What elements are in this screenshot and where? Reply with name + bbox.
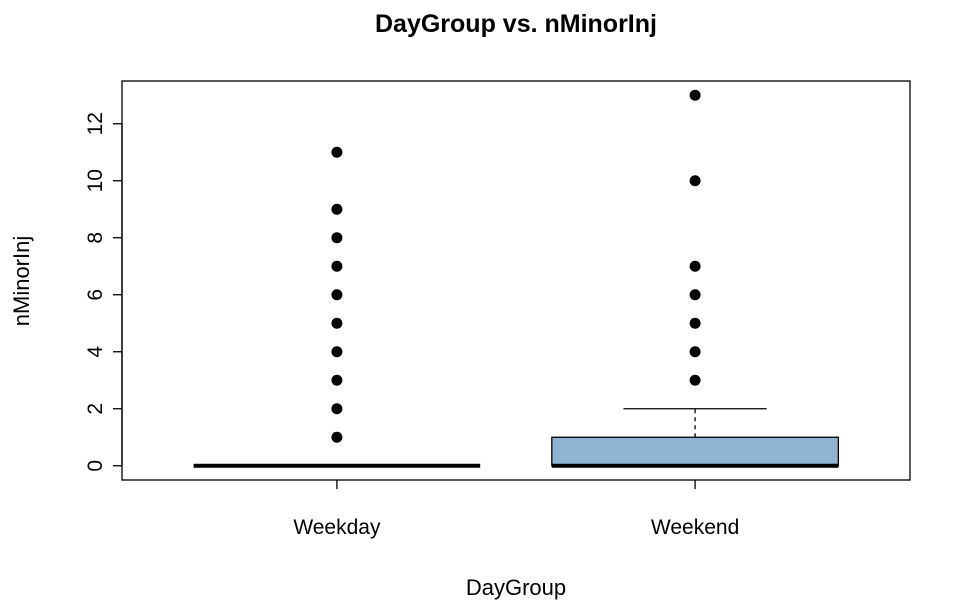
outlier-point xyxy=(689,346,701,358)
outlier-point xyxy=(331,146,343,158)
x-tick-label: Weekday xyxy=(293,516,381,539)
plot-frame xyxy=(121,80,911,481)
y-tick-label: 6 xyxy=(84,289,107,301)
outlier-point xyxy=(331,203,343,215)
outlier-point xyxy=(331,403,343,415)
y-tick-label: 10 xyxy=(84,169,107,192)
outlier-point xyxy=(689,89,701,101)
box-weekday xyxy=(193,146,481,468)
outlier-point xyxy=(331,289,343,301)
y-axis-label: nMinorInj xyxy=(9,236,34,326)
outlier-point xyxy=(331,431,343,443)
outlier-point xyxy=(331,232,343,244)
y-tick-label: 4 xyxy=(84,346,107,358)
outlier-point xyxy=(331,346,343,358)
box-series xyxy=(193,89,840,468)
outlier-point xyxy=(689,374,701,386)
x-tick-label: Weekend xyxy=(651,516,739,539)
y-axis: 0 2 4 6 8 10 12 xyxy=(84,112,123,472)
outlier-point xyxy=(689,260,701,272)
y-tick-label: 12 xyxy=(84,112,107,135)
chart-title: DayGroup vs. nMinorInj xyxy=(375,10,657,38)
outlier-point xyxy=(331,317,343,329)
box-iqr xyxy=(551,436,840,467)
y-tick-label: 8 xyxy=(84,232,107,244)
x-axis-label: DayGroup xyxy=(466,575,566,600)
outlier-point xyxy=(331,374,343,386)
outlier-point xyxy=(331,260,343,272)
y-tick-label: 2 xyxy=(84,403,107,415)
outlier-point xyxy=(689,317,701,329)
y-tick-label: 0 xyxy=(84,460,107,472)
outlier-point xyxy=(689,289,701,301)
x-axis: Weekday Weekend xyxy=(293,480,739,539)
outlier-point xyxy=(689,175,701,187)
box-weekend xyxy=(551,89,840,468)
